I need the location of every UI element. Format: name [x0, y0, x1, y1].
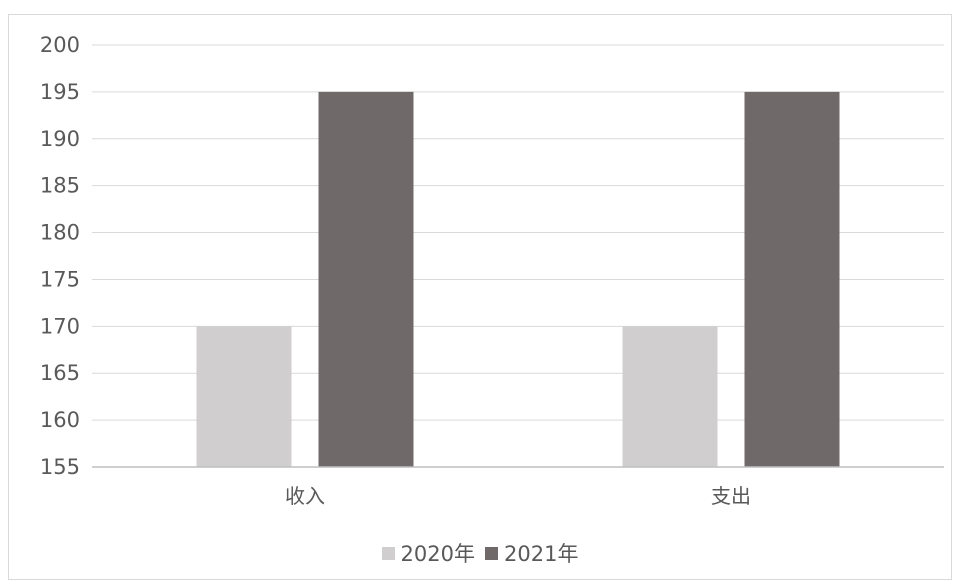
bar-2-series-1 — [622, 326, 718, 467]
y-tick-label-195: 195 — [40, 80, 80, 104]
bar-1-series-1 — [196, 326, 292, 467]
bar-1-series-2 — [318, 91, 414, 467]
bars — [196, 91, 840, 467]
y-tick-label-180: 180 — [40, 221, 80, 245]
legend-swatch-2020 — [381, 546, 395, 560]
x-axis-category-labels: 收入 支出 — [285, 484, 751, 508]
bar-2-series-2 — [744, 91, 840, 467]
legend-label-2020: 2020年 — [400, 542, 475, 566]
legend-item-2020: 2020年 — [381, 538, 475, 568]
legend: 2020年 2021年 — [0, 538, 960, 568]
legend-swatch-2021 — [485, 546, 498, 560]
y-tick-label-160: 160 — [40, 408, 80, 432]
y-tick-label-155: 155 — [40, 455, 80, 479]
legend-label-2021: 2021年 — [504, 542, 579, 566]
y-tick-label-170: 170 — [40, 314, 80, 338]
y-tick-label-165: 165 — [40, 361, 80, 385]
y-axis-tick-labels: 155 160 165 170 175 180 185 190 195 200 — [40, 33, 80, 479]
y-tick-label-190: 190 — [40, 127, 80, 151]
y-tick-label-185: 185 — [40, 174, 80, 198]
x-category-label-1: 收入 — [285, 484, 325, 508]
legend-item-2021: 2021年 — [485, 538, 578, 568]
x-category-label-2: 支出 — [711, 484, 751, 508]
y-tick-label-200: 200 — [40, 33, 80, 57]
y-tick-label-175: 175 — [40, 267, 80, 291]
